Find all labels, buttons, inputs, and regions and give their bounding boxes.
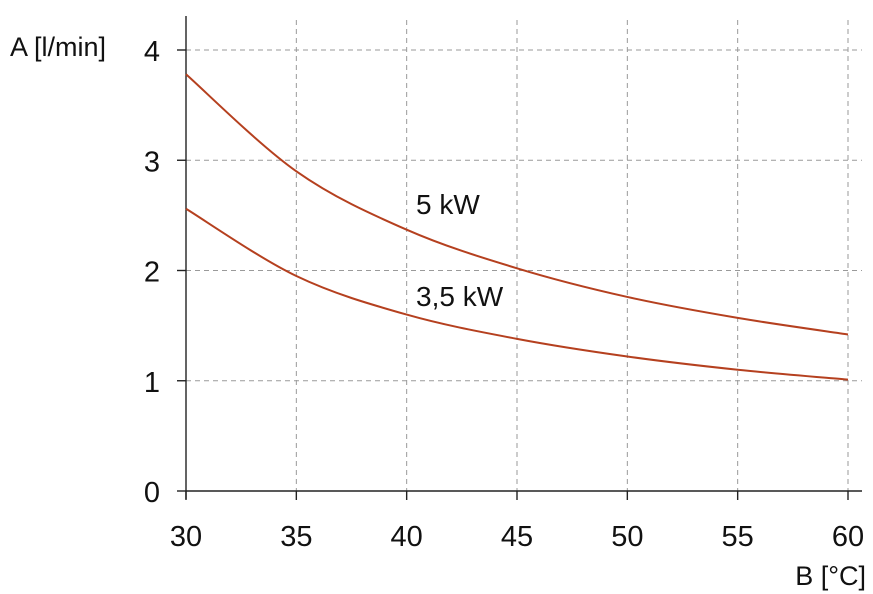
axes — [177, 16, 862, 500]
series-label-3-5kw: 3,5 kW — [416, 281, 504, 312]
y-axis-title: A [l/min] — [10, 32, 106, 62]
series-label-5kw: 5 kW — [416, 189, 480, 220]
y-tick-label-4: 4 — [144, 36, 160, 68]
labels: A [l/min] B [°C] 5 kW 3,5 kW 0 1 2 3 4 30 35 40… — [10, 32, 866, 591]
y-tick-label-1: 1 — [144, 367, 160, 399]
x-tick-label-45: 45 — [501, 521, 533, 553]
series-line-5-kw — [185, 73, 849, 336]
x-tick-label-30: 30 — [170, 521, 202, 553]
x-axis-title: B [°C] — [795, 561, 866, 591]
x-tick-label-55: 55 — [722, 521, 754, 553]
x-tick-label-35: 35 — [280, 521, 312, 553]
y-tick-label-3: 3 — [144, 146, 160, 178]
x-tick-label-60: 60 — [832, 521, 864, 553]
x-tick-label-50: 50 — [611, 521, 643, 553]
x-tick-label-40: 40 — [391, 521, 423, 553]
series-line-3-5-kw — [185, 207, 849, 381]
y-tick-label-0: 0 — [144, 477, 160, 509]
series-lines — [185, 73, 849, 381]
grid — [186, 20, 862, 491]
y-tick-label-2: 2 — [144, 257, 160, 289]
